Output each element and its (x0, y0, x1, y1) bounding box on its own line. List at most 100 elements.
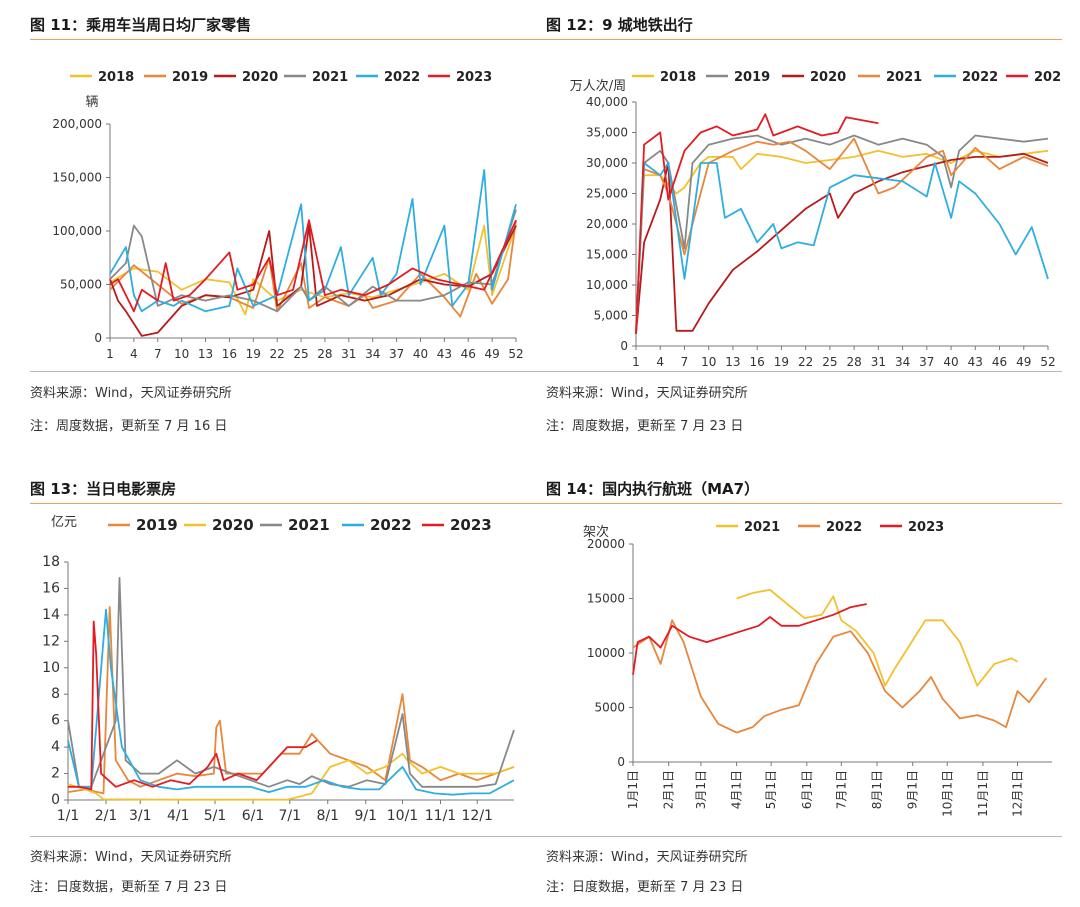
y-axis-unit: 万人次/周 (570, 78, 626, 94)
legend-label: 2023 (450, 516, 492, 534)
title-divider (546, 39, 1062, 40)
x-tick-label: 6/1 (242, 808, 265, 824)
y-tick-label: 15,000 (586, 248, 628, 262)
legend-item-2023: 2023 (1006, 70, 1062, 85)
x-tick-label: 49 (1016, 355, 1031, 369)
title-divider (30, 503, 546, 504)
source-note: 资料来源：Wind，天风证券研究所 (546, 386, 748, 401)
legend-item-2018: 2018 (632, 70, 696, 85)
y-tick-label: 100,000 (52, 224, 102, 238)
legend-label: 2022 (826, 520, 862, 535)
series-line-2023 (632, 603, 867, 675)
x-tick-label: 12月1日 (1010, 770, 1024, 817)
legend-label: 2021 (288, 516, 330, 534)
x-tick-label: 10/1 (387, 808, 418, 824)
series-line-2022 (67, 608, 515, 796)
legend-item-2021: 2021 (284, 70, 348, 85)
x-tick-label: 13 (725, 355, 740, 369)
y-tick-label: 10 (42, 660, 60, 676)
y-tick-label: 0 (620, 339, 628, 353)
legend-label: 2021 (312, 70, 348, 85)
x-tick-label: 6月1日 (800, 770, 814, 809)
legend-item-2023: 2023 (422, 516, 492, 534)
series-line-2020 (109, 224, 517, 337)
y-tick-label: 6 (51, 713, 60, 729)
panel-fig13: 图 13：当日电影票房 2019 2020 2021 2022 2023 亿元 0 2 4 6 8 1… (30, 478, 546, 898)
x-tick-label: 10 (701, 355, 716, 369)
chart-weekly-car-retail: 2018 2019 2020 2021 2022 2023 辆 0 50,000 100,000 1… (52, 70, 523, 361)
x-tick-label: 28 (317, 347, 332, 361)
x-tick-label: 10月1日 (940, 770, 954, 817)
x-tick-label: 4 (130, 347, 138, 361)
x-tick-label: 4 (656, 355, 664, 369)
x-tick-label: 1/1 (57, 808, 80, 824)
x-tick-label: 8/1 (316, 808, 339, 824)
y-tick-label: 5,000 (594, 309, 628, 323)
y-axis-unit: 亿元 (51, 515, 77, 530)
series-line-2021 (67, 577, 515, 788)
legend-label: 2021 (744, 520, 780, 535)
x-tick-label: 2/1 (95, 808, 118, 824)
x-tick-label: 7 (681, 355, 689, 369)
x-tick-label: 1 (106, 347, 114, 361)
y-tick-label: 150,000 (52, 171, 102, 185)
x-tick-label: 4/1 (167, 808, 190, 824)
x-tick-label: 5/1 (204, 808, 227, 824)
series-line-2022 (632, 619, 1047, 734)
bottom-divider (30, 371, 546, 372)
legend-item-2020: 2020 (184, 516, 254, 534)
x-tick-label: 2月1日 (662, 770, 676, 809)
data-note: 注：周度数据，更新至 7 月 23 日 (546, 419, 744, 434)
x-tick-label: 10 (174, 347, 189, 361)
x-tick-label: 28 (846, 355, 861, 369)
legend-label: 2018 (98, 70, 134, 85)
x-tick-label: 11/1 (425, 808, 456, 824)
x-tick-label: 1月1日 (626, 770, 640, 809)
legend-item-2023: 2023 (428, 70, 492, 85)
legend-label: 2023 (456, 70, 492, 85)
x-tick-label: 19 (246, 347, 261, 361)
legend-item-2021: 2021 (858, 70, 922, 85)
legend-item-2022: 2022 (356, 70, 420, 85)
x-tick-label: 52 (1040, 355, 1055, 369)
x-tick-label: 7 (154, 347, 162, 361)
x-tick-label: 7/1 (279, 808, 302, 824)
x-tick-label: 31 (871, 355, 886, 369)
y-tick-label: 8 (51, 686, 60, 702)
x-tick-label: 11月1日 (976, 770, 990, 817)
bottom-divider (30, 836, 546, 837)
x-tick-label: 25 (822, 355, 837, 369)
legend-label: 2022 (370, 516, 412, 534)
source-note: 资料来源：Wind，天风证券研究所 (30, 850, 232, 865)
series-line-2019 (67, 606, 515, 795)
legend-label: 2020 (212, 516, 254, 534)
series-line-2020 (635, 152, 1049, 334)
series-line-2018 (635, 149, 1049, 328)
legend-label: 2022 (384, 70, 420, 85)
x-tick-label: 16 (750, 355, 765, 369)
data-note: 注：日度数据，更新至 7 月 23 日 (546, 880, 744, 895)
bottom-divider (546, 836, 1062, 837)
y-tick-label: 16 (42, 580, 60, 596)
legend-item-2020: 2020 (214, 70, 278, 85)
legend-label: 2021 (886, 70, 922, 85)
x-tick-label: 12/1 (462, 808, 493, 824)
x-tick-label: 37 (919, 355, 934, 369)
x-tick-label: 43 (437, 347, 452, 361)
title-divider (546, 503, 1062, 504)
figure-title: 图 11：乘用车当周日均厂家零售 (30, 16, 252, 34)
x-tick-label: 22 (270, 347, 285, 361)
legend-label: 2022 (962, 70, 998, 85)
x-tick-label: 34 (365, 347, 380, 361)
figure-title: 图 12：9 城地铁出行 (546, 16, 693, 34)
x-tick-label: 40 (943, 355, 958, 369)
x-tick-label: 8月1日 (870, 770, 884, 809)
x-tick-label: 46 (461, 347, 476, 361)
legend-label: 2020 (242, 70, 278, 85)
y-axis-unit: 辆 (85, 95, 98, 110)
series-line-2023 (635, 113, 879, 334)
figure-title: 图 14：国内执行航班（MA7） (546, 480, 760, 498)
legend-label: 2019 (734, 70, 770, 85)
x-tick-label: 9月1日 (906, 770, 920, 809)
legend-label: 2018 (660, 70, 696, 85)
